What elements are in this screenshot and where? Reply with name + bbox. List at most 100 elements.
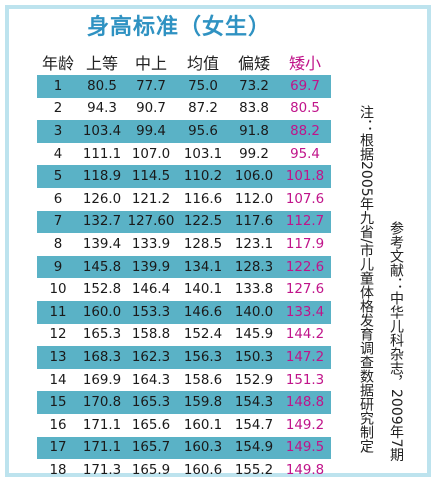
table-cell: 156.3 <box>177 346 229 369</box>
table-cell: 152.8 <box>82 282 122 298</box>
table-cell: 123.1 <box>234 236 274 252</box>
table-cell: 122.6 <box>279 255 331 279</box>
height-table: 年龄 上等 中上 均值 偏矮 矮小 1 80.5 77.7 75.0 73.2 69.7 2 94.3 9… <box>37 49 331 482</box>
table-cell: 107.0 <box>131 146 171 162</box>
table-cell: 80.5 <box>290 101 320 117</box>
table-cell: 139.9 <box>125 255 177 279</box>
table-cell: 159.8 <box>177 391 229 414</box>
table-cell: 146.6 <box>177 300 229 324</box>
table-cell: 140.1 <box>183 282 223 298</box>
table-cell: 94.3 <box>87 101 117 117</box>
table-cell: 3 <box>37 120 79 143</box>
table-cell: 5 <box>37 165 79 188</box>
table-cell: 114.5 <box>125 165 177 188</box>
table-cell: 121.2 <box>131 191 171 207</box>
table-row: 3 103.4 99.4 95.6 91.8 88.2 <box>37 120 331 143</box>
table-cell: 154.7 <box>234 417 274 433</box>
table-row: 6 126.0 121.2 116.6 112.0 107.6 <box>37 188 331 211</box>
table-cell: 117.9 <box>285 236 325 252</box>
table-cell: 162.3 <box>125 346 177 369</box>
table-cell: 139.4 <box>82 236 122 252</box>
table-cell: 152.9 <box>234 372 274 388</box>
table-cell: 90.7 <box>136 101 166 117</box>
table-row: 9 145.8 139.9 134.1 128.3 122.6 <box>37 255 331 279</box>
table-row: 11 160.0 153.3 146.6 140.0 133.4 <box>37 300 331 324</box>
table-cell: 112.7 <box>279 210 331 234</box>
table-cell: 95.4 <box>290 146 320 162</box>
table-cell: 95.6 <box>177 120 229 143</box>
table-cell: 145.9 <box>234 327 274 343</box>
table-cell: 107.6 <box>285 191 325 207</box>
table-cell: 117.6 <box>229 210 279 234</box>
table-cell: 16 <box>49 417 67 433</box>
table-cell: 155.2 <box>234 462 274 478</box>
table-cell: 18 <box>49 462 67 478</box>
table-header: 年龄 上等 中上 均值 偏矮 矮小 <box>37 49 331 75</box>
table-cell: 15 <box>37 391 79 414</box>
table-cell: 118.9 <box>79 165 125 188</box>
table-cell: 165.3 <box>82 327 122 343</box>
table-cell: 110.2 <box>177 165 229 188</box>
table-cell: 150.3 <box>229 346 279 369</box>
table-row: 15 170.8 165.3 159.8 154.3 148.8 <box>37 391 331 414</box>
column-header: 均值 <box>186 54 219 73</box>
table-row: 10 152.8 146.4 140.1 133.8 127.6 <box>37 278 331 301</box>
table-cell: 17 <box>37 436 79 460</box>
table-cell: 151.3 <box>285 372 325 388</box>
table-cell: 158.8 <box>131 327 171 343</box>
table-cell: 88.2 <box>279 120 331 143</box>
table-cell: 91.8 <box>229 120 279 143</box>
table-cell: 77.7 <box>125 75 177 98</box>
table-cell: 111.1 <box>82 146 122 162</box>
table-cell: 168.3 <box>79 346 125 369</box>
table-cell: 169.9 <box>82 372 122 388</box>
table-cell: 8 <box>53 236 63 252</box>
table-cell: 101.8 <box>279 165 331 188</box>
table-cell: 146.4 <box>131 282 171 298</box>
table-row: 8 139.4 133.9 128.5 123.1 117.9 <box>37 233 331 256</box>
table-cell: 87.2 <box>188 101 218 117</box>
column-header: 矮小 <box>288 54 321 73</box>
table-cell: 103.4 <box>79 120 125 143</box>
table-cell: 69.7 <box>279 75 331 98</box>
table-cell: 1 <box>37 75 79 98</box>
table-row: 7 132.7 127.60 122.5 117.6 112.7 <box>37 210 331 234</box>
table-cell: 112.0 <box>234 191 274 207</box>
table-cell: 2 <box>53 101 63 117</box>
table-cell: 9 <box>37 255 79 279</box>
table-cell: 171.3 <box>82 462 122 478</box>
table-row: 2 94.3 90.7 87.2 83.8 80.5 <box>37 98 331 121</box>
table-cell: 127.60 <box>125 210 177 234</box>
table-cell: 147.2 <box>279 346 331 369</box>
table-cell: 171.1 <box>79 436 125 460</box>
table-cell: 99.2 <box>239 146 269 162</box>
column-header: 年龄 <box>41 54 74 73</box>
table-cell: 103.1 <box>183 146 223 162</box>
table-cell: 149.2 <box>285 417 325 433</box>
table-cell: 152.4 <box>183 327 223 343</box>
table-cell: 160.6 <box>183 462 223 478</box>
table-row: 4 111.1 107.0 103.1 99.2 95.4 <box>37 143 331 166</box>
table-cell: 122.5 <box>177 210 229 234</box>
table-cell: 133.4 <box>279 300 331 324</box>
table-cell: 128.5 <box>183 236 223 252</box>
table-cell: 116.6 <box>183 191 223 207</box>
table-cell: 140.0 <box>229 300 279 324</box>
table-cell: 80.5 <box>79 75 125 98</box>
table-cell: 170.8 <box>79 391 125 414</box>
table-row: 17 171.1 165.7 160.3 154.9 149.5 <box>37 436 331 460</box>
note-reference: 参考文献：中华儿科杂志，2009年7期 <box>388 221 404 462</box>
table-cell: 73.2 <box>229 75 279 98</box>
header-row: 年龄 上等 中上 均值 偏矮 矮小 <box>37 49 331 75</box>
table-cell: 128.3 <box>229 255 279 279</box>
table-cell: 144.2 <box>285 327 325 343</box>
table-cell: 7 <box>37 210 79 234</box>
table-cell: 165.9 <box>131 462 171 478</box>
table-cell: 164.3 <box>131 372 171 388</box>
table-cell: 133.8 <box>234 282 274 298</box>
table-row: 18 171.3 165.9 160.6 155.2 149.8 <box>37 459 331 482</box>
table-cell: 153.3 <box>125 300 177 324</box>
table-cell: 83.8 <box>239 101 269 117</box>
table-cell: 6 <box>53 191 63 207</box>
note-source: 注：根据2005年九省/市儿童体格发育调查数据研究制定 <box>358 105 374 454</box>
